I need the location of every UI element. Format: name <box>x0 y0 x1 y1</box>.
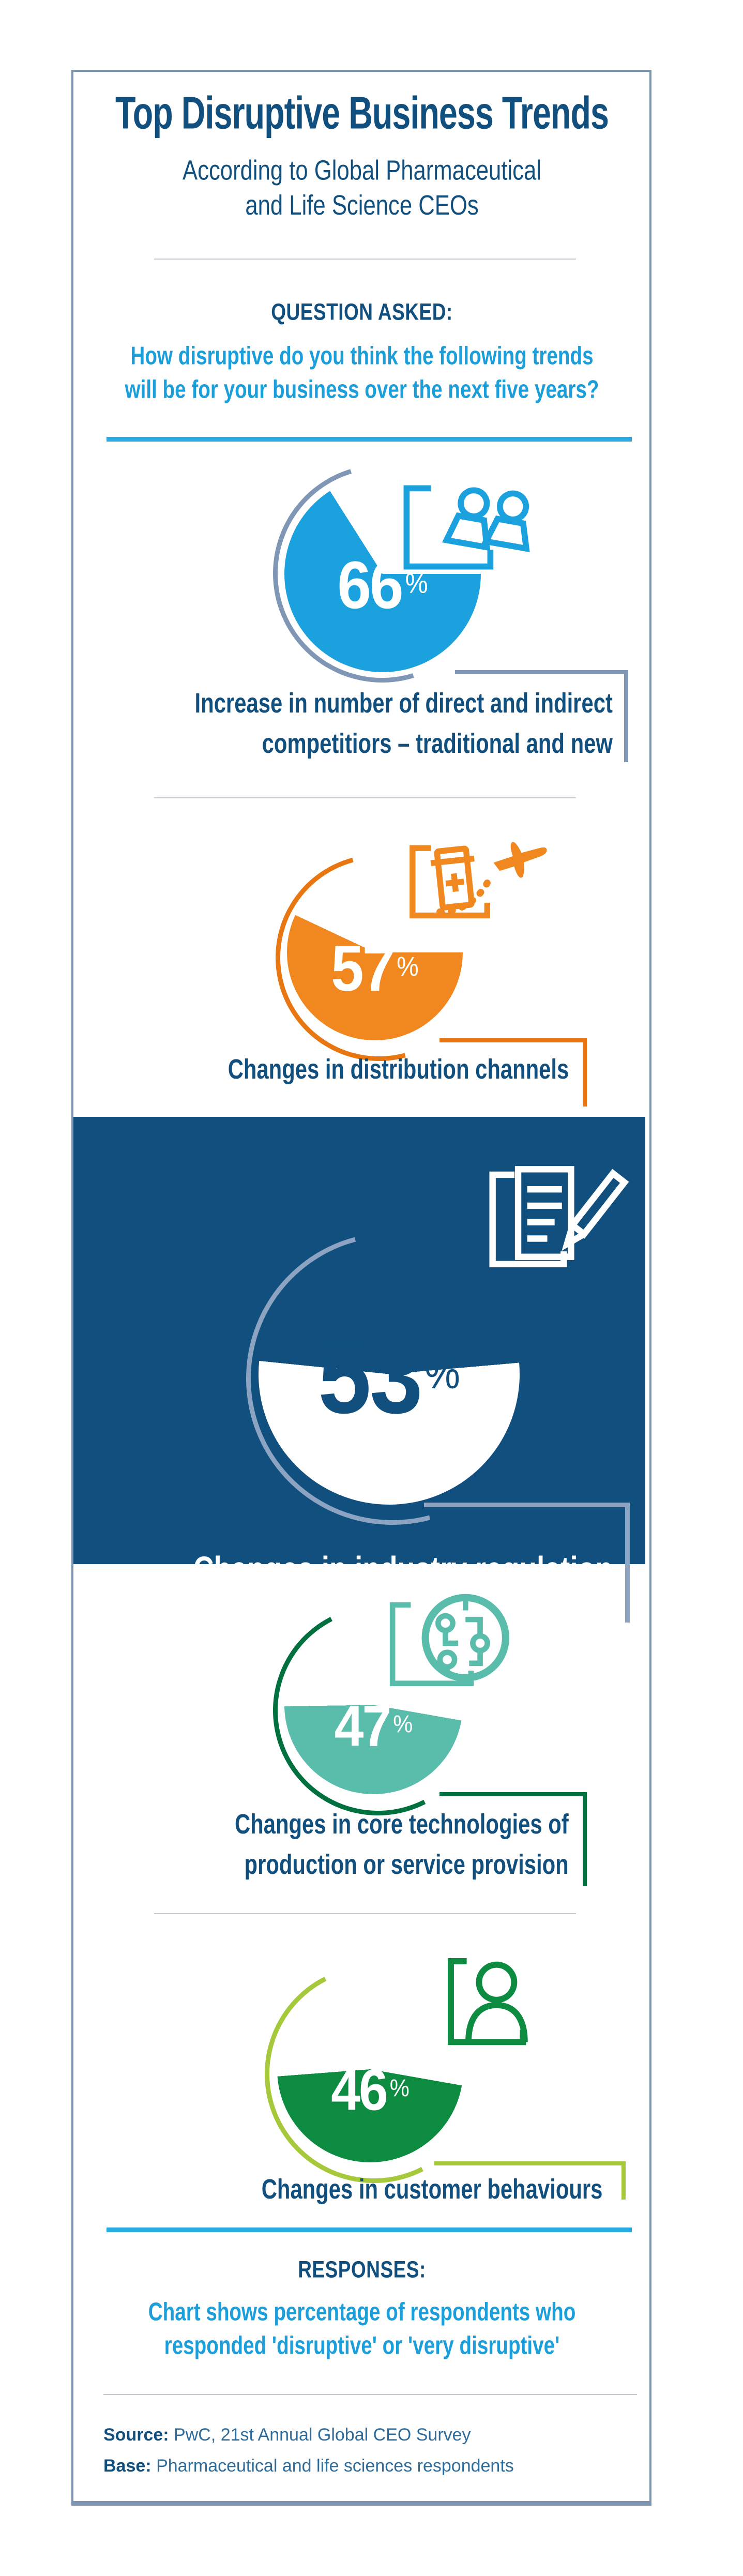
percent-number: 46 <box>331 2057 388 2123</box>
question-heading: QUESTION ASKED: <box>271 299 453 325</box>
bracket-line-46-h <box>434 2161 626 2165</box>
page-title: Top Disruptive Business Trends <box>115 87 609 139</box>
percent-number: 53 <box>318 1318 423 1435</box>
percent-value-46: 46% <box>277 2057 463 2124</box>
percent-sign: % <box>424 1348 460 1398</box>
pie-slice-47 <box>284 1616 463 1794</box>
percent-sign: % <box>393 1710 413 1738</box>
percent-sign: % <box>397 951 419 982</box>
base-line: Base: Pharmaceutical and life sciences r… <box>103 2456 514 2476</box>
icon-frame <box>410 845 491 919</box>
source-label: Source: <box>103 2425 169 2445</box>
pie-chart-regulation: 53% <box>259 1244 520 1505</box>
circuit-technology-icon <box>385 1588 540 1698</box>
bracket-line-46-v <box>621 2161 626 2200</box>
percent-value-53: 53% <box>259 1316 520 1437</box>
pie-slice-66 <box>284 476 481 672</box>
pie-chart-distribution: 57% <box>287 865 463 1040</box>
percent-sign: % <box>389 2074 410 2102</box>
bracket-line-57-h <box>439 1038 587 1042</box>
pie-slice-57 <box>287 865 463 1040</box>
percent-value-66: 66% <box>284 547 481 625</box>
bracket-line-66-v <box>624 670 628 762</box>
responses-text: Chart shows percentage of respondents wh… <box>148 2297 576 2360</box>
pie-chart-customer: 46% <box>277 1976 463 2162</box>
pie-chart-technology: 47% <box>284 1616 463 1794</box>
percent-sign: % <box>405 567 428 599</box>
document-pencil-icon <box>483 1161 639 1277</box>
accent-divider-bottom <box>107 2228 632 2232</box>
bracket-line-53-v <box>625 1503 630 1623</box>
customer-person-icon <box>442 1950 574 2056</box>
trend-label-customer: Changes in customer behaviours <box>261 2174 602 2205</box>
trend-label-regulation: Changes in industry regulation <box>193 1549 613 1590</box>
bracket-line-53-h <box>424 1503 630 1507</box>
trend-label-distribution: Changes in distribution channels <box>228 1054 569 1085</box>
responses-heading: RESPONSES: <box>298 2256 426 2283</box>
source-value: PwC, 21st Annual Global CEO Survey <box>174 2425 471 2445</box>
bracket-line-47-v <box>583 1792 587 1886</box>
base-label: Base: <box>103 2456 151 2476</box>
trend-label-technology: Changes in core technologies of producti… <box>235 1809 569 1881</box>
bracket-line-66-h <box>455 670 628 674</box>
accent-divider-top <box>107 437 632 442</box>
divider-after-competitors <box>154 797 576 798</box>
bracket-line-47-h <box>439 1792 587 1796</box>
percent-number: 66 <box>337 548 403 623</box>
pie-slice-46 <box>277 1976 463 2162</box>
page-subtitle: According to Global Pharmaceutical and L… <box>183 154 541 221</box>
percent-value-47: 47% <box>284 1693 463 1760</box>
question-text: How disruptive do you think the followin… <box>125 341 599 404</box>
medicine-bottle-plane-icon <box>403 834 558 929</box>
divider-after-title <box>154 259 576 260</box>
percent-number: 57 <box>331 932 395 1005</box>
percent-number: 47 <box>334 1693 391 1759</box>
bracket-line-57-v <box>583 1038 587 1107</box>
pie-slice-53 <box>259 1244 520 1505</box>
base-value: Pharmaceutical and life sciences respond… <box>156 2456 514 2476</box>
competitors-icon <box>398 481 558 574</box>
divider-above-source <box>103 2394 637 2395</box>
icon-frame <box>403 485 494 570</box>
divider-after-technology <box>154 1913 576 1914</box>
pie-chart-competitors: 66% <box>284 476 481 672</box>
source-line: Source: PwC, 21st Annual Global CEO Surv… <box>103 2425 471 2445</box>
percent-value-57: 57% <box>287 931 463 1006</box>
trend-label-competitors: Increase in number of direct and indirec… <box>194 688 613 760</box>
